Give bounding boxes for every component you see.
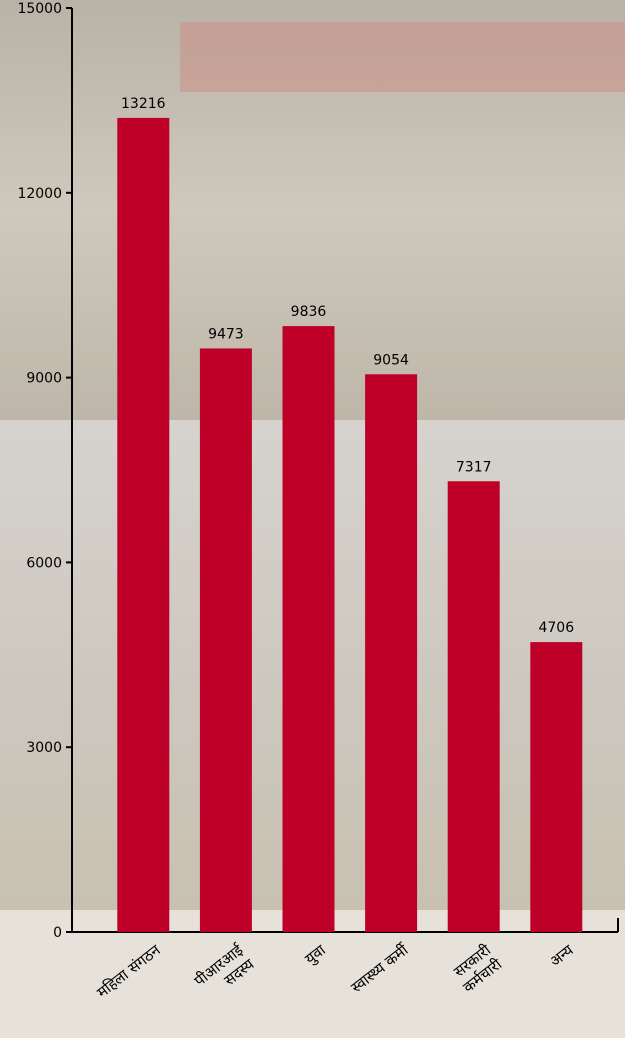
bar <box>530 642 582 932</box>
value-label: 9473 <box>208 326 244 342</box>
y-tick-label: 12000 <box>17 186 62 202</box>
y-tick-label: 15000 <box>17 1 62 17</box>
chart: 0300060009000120001500013216महिला संगठन9… <box>0 0 625 1038</box>
bar <box>283 326 335 932</box>
y-tick-label: 3000 <box>26 740 62 756</box>
background-banner <box>180 22 625 92</box>
bar <box>448 481 500 932</box>
y-tick-label: 9000 <box>26 371 62 387</box>
y-tick-label: 0 <box>53 925 62 941</box>
value-label: 9836 <box>291 304 327 320</box>
value-label: 13216 <box>121 96 166 112</box>
value-label: 9054 <box>373 352 409 368</box>
bar <box>117 118 169 932</box>
y-tick-label: 6000 <box>26 555 62 571</box>
bar <box>365 374 417 932</box>
value-label: 7317 <box>456 459 492 475</box>
value-label: 4706 <box>538 620 574 636</box>
bar <box>200 348 252 932</box>
